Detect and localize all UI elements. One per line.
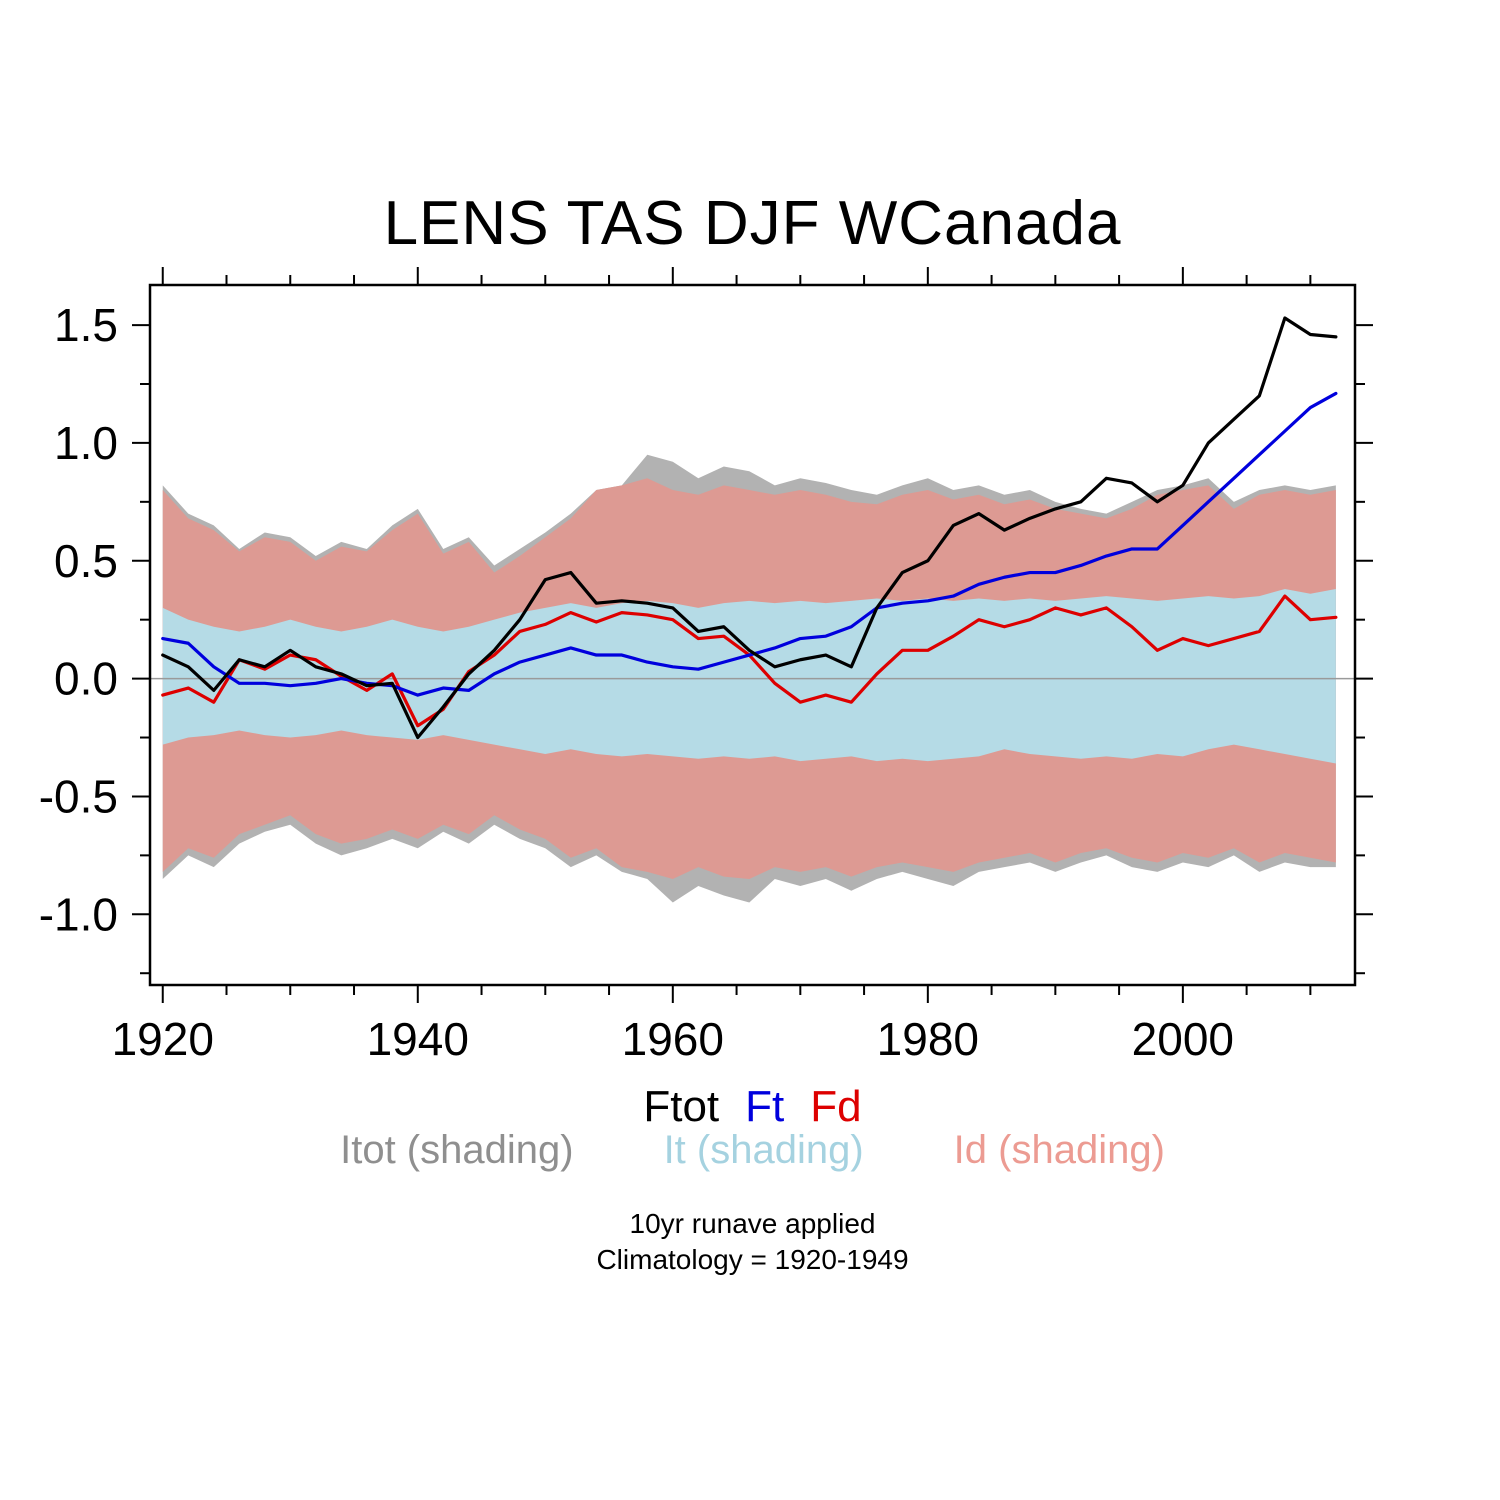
legend-fd: Fd [810, 1082, 862, 1131]
x-tick-label: 1920 [112, 1013, 214, 1065]
legend-itot-shading: Itot (shading) [340, 1128, 574, 1172]
y-tick-label: 1.5 [54, 299, 118, 351]
legend-shadings: Itot (shading) It (shading) Id (shading) [150, 1128, 1355, 1173]
chart-title: LENS TAS DJF WCanada [383, 189, 1122, 258]
y-tick-label: 1.0 [54, 417, 118, 469]
axis-frame [148, 283, 1357, 987]
y-tick-label: 0.5 [54, 535, 118, 587]
legend-ft: Ft [745, 1082, 785, 1131]
footnote-runave: 10yr runave applied [629, 1208, 876, 1239]
x-tick-label: 1980 [877, 1013, 979, 1065]
legend-id-shading: Id (shading) [953, 1128, 1165, 1172]
y-tick-label: -0.5 [39, 770, 118, 822]
x-tick-label: 1960 [622, 1013, 724, 1065]
chart-canvas: 1920 1940 1960 1980 2000 -1.0 -0.5 0.0 0.5 1.0 1.5 [39, 267, 1373, 1065]
series-Ftot [161, 316, 1338, 740]
legend-it-shading: It (shading) [663, 1128, 864, 1172]
legend-lines: Ftot Ft Fd [150, 1082, 1355, 1132]
x-tick-label: 2000 [1132, 1013, 1234, 1065]
band-It [162, 589, 1336, 764]
x-tick-label: 1940 [367, 1013, 469, 1065]
y-tick-label: 0.0 [54, 653, 118, 705]
legend-ftot: Ftot [643, 1082, 720, 1131]
y-tick-label: -1.0 [39, 888, 118, 940]
footnote-climatology: Climatology = 1920-1949 [596, 1244, 909, 1275]
